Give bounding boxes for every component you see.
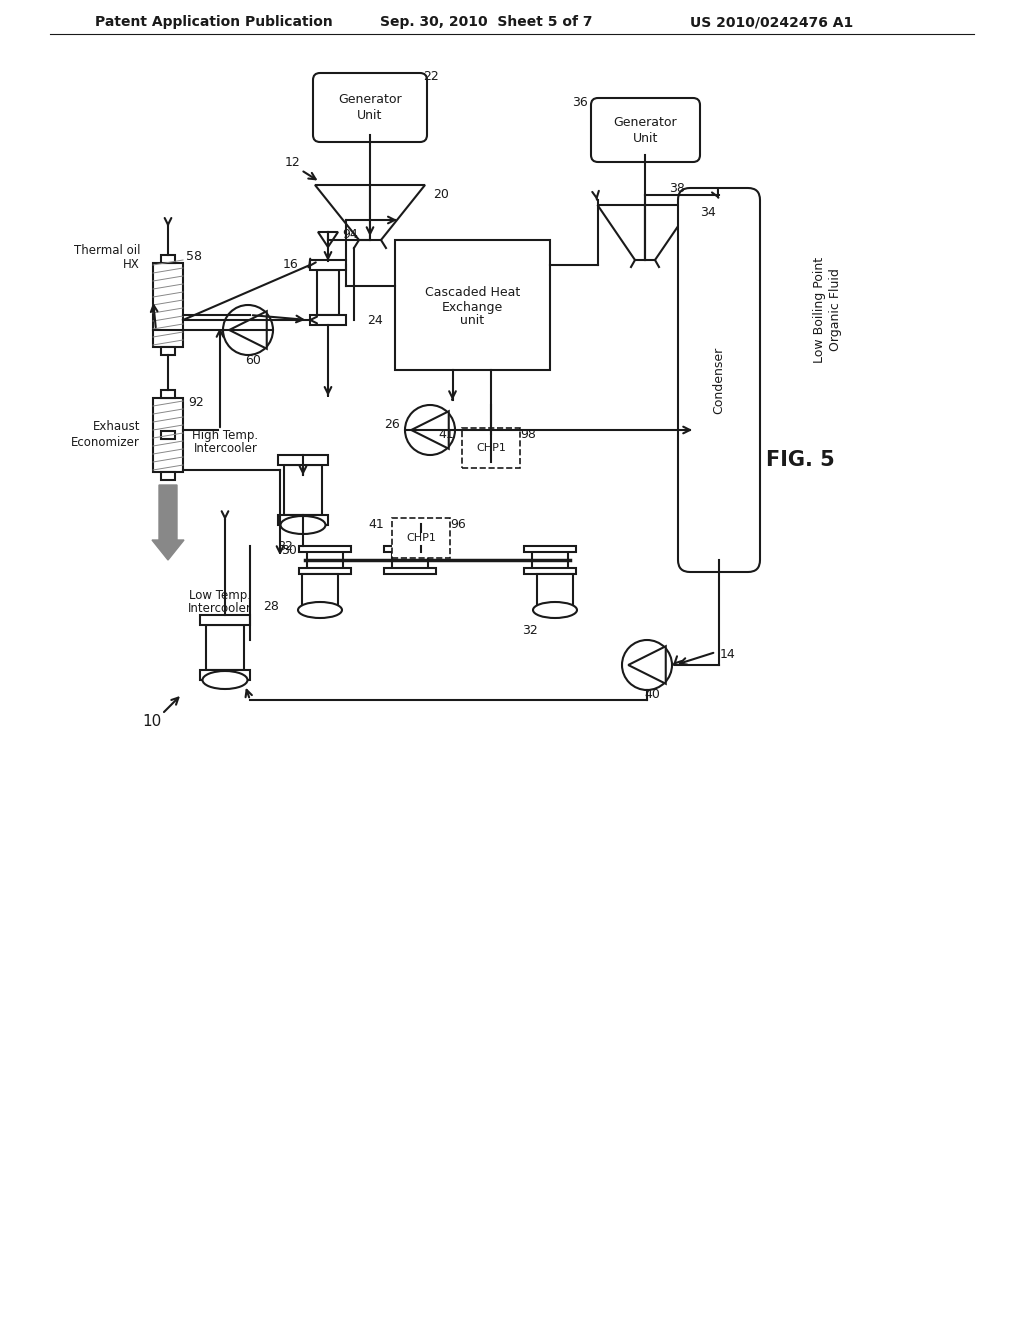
- Bar: [468, 434, 514, 462]
- Text: Generator: Generator: [338, 92, 401, 106]
- Text: Organic Fluid: Organic Fluid: [828, 268, 842, 351]
- Text: FIG. 5: FIG. 5: [766, 450, 835, 470]
- Text: Intercooler: Intercooler: [188, 602, 252, 615]
- Text: 40: 40: [644, 689, 659, 701]
- Polygon shape: [597, 205, 645, 260]
- Bar: [161, 473, 175, 480]
- Text: 98: 98: [520, 428, 536, 441]
- Text: US 2010/0242476 A1: US 2010/0242476 A1: [690, 15, 853, 29]
- Circle shape: [622, 640, 672, 690]
- Bar: [310, 315, 346, 325]
- Text: 20: 20: [433, 189, 449, 202]
- Bar: [161, 347, 175, 355]
- Text: Economizer: Economizer: [71, 437, 140, 450]
- Bar: [278, 455, 328, 465]
- Bar: [302, 574, 338, 610]
- FancyBboxPatch shape: [678, 187, 760, 572]
- Bar: [537, 574, 573, 610]
- Bar: [161, 389, 175, 399]
- Circle shape: [406, 405, 455, 455]
- Bar: [161, 255, 175, 263]
- Text: High Temp.: High Temp.: [191, 429, 258, 441]
- FancyArrow shape: [152, 484, 184, 560]
- Bar: [206, 624, 244, 671]
- Bar: [524, 568, 575, 574]
- Polygon shape: [370, 185, 425, 240]
- Bar: [299, 546, 351, 552]
- Bar: [307, 550, 343, 570]
- Text: 14: 14: [720, 648, 736, 661]
- Bar: [284, 465, 322, 515]
- Polygon shape: [229, 312, 266, 348]
- Text: 16: 16: [283, 259, 298, 272]
- Text: Low Temp.: Low Temp.: [189, 589, 251, 602]
- Text: 60: 60: [245, 354, 261, 367]
- Text: Condenser: Condenser: [713, 346, 725, 413]
- Bar: [200, 615, 250, 624]
- FancyBboxPatch shape: [591, 98, 700, 162]
- Text: CHP1: CHP1: [407, 533, 436, 543]
- Polygon shape: [629, 647, 666, 684]
- Ellipse shape: [534, 602, 577, 618]
- Text: CHP1: CHP1: [476, 444, 506, 453]
- Text: Thermal oil: Thermal oil: [74, 243, 140, 256]
- Circle shape: [223, 305, 273, 355]
- Polygon shape: [412, 412, 449, 449]
- Text: 12: 12: [285, 157, 301, 169]
- Bar: [200, 671, 250, 680]
- Bar: [532, 550, 568, 570]
- Text: Generator: Generator: [613, 116, 677, 128]
- FancyBboxPatch shape: [313, 73, 427, 143]
- Text: Low Boiling Point: Low Boiling Point: [813, 257, 826, 363]
- Text: 22: 22: [423, 70, 438, 83]
- Bar: [524, 546, 575, 552]
- Bar: [384, 546, 436, 552]
- Text: 82: 82: [278, 540, 293, 553]
- Bar: [395, 240, 550, 370]
- Text: 96: 96: [450, 517, 466, 531]
- Text: 32: 32: [522, 623, 538, 636]
- Text: Unit: Unit: [633, 132, 658, 144]
- Ellipse shape: [281, 516, 326, 535]
- Ellipse shape: [298, 602, 342, 618]
- Bar: [398, 524, 444, 552]
- Text: Intercooler: Intercooler: [195, 441, 258, 454]
- Text: 28: 28: [263, 601, 279, 614]
- Bar: [384, 568, 436, 574]
- Bar: [317, 271, 339, 315]
- Polygon shape: [645, 205, 692, 260]
- Text: 36: 36: [572, 95, 588, 108]
- Text: 41: 41: [369, 517, 384, 531]
- Text: 38: 38: [669, 181, 685, 194]
- Text: Unit: Unit: [357, 110, 383, 121]
- Text: 41: 41: [438, 428, 454, 441]
- Text: Exhaust: Exhaust: [92, 421, 140, 433]
- Text: 10: 10: [142, 714, 162, 730]
- Text: HX: HX: [123, 257, 140, 271]
- Text: Patent Application Publication: Patent Application Publication: [95, 15, 333, 29]
- Bar: [161, 432, 175, 440]
- Text: 34: 34: [700, 206, 716, 219]
- Polygon shape: [315, 185, 370, 240]
- Bar: [278, 515, 328, 525]
- Text: 58: 58: [186, 251, 202, 264]
- Bar: [462, 428, 520, 469]
- Text: Exchange: Exchange: [442, 301, 503, 314]
- Bar: [392, 550, 428, 570]
- Ellipse shape: [203, 671, 248, 689]
- Polygon shape: [318, 232, 338, 247]
- Text: 30: 30: [282, 544, 297, 557]
- Bar: [299, 568, 351, 574]
- Text: 92: 92: [188, 396, 204, 408]
- Text: 24: 24: [368, 314, 383, 326]
- Text: unit: unit: [461, 314, 484, 327]
- Text: Sep. 30, 2010  Sheet 5 of 7: Sep. 30, 2010 Sheet 5 of 7: [380, 15, 593, 29]
- Text: Cascaded Heat: Cascaded Heat: [425, 286, 520, 300]
- Bar: [392, 517, 450, 558]
- Bar: [153, 399, 183, 473]
- Bar: [310, 260, 346, 271]
- Text: 26: 26: [384, 418, 400, 432]
- Bar: [153, 263, 183, 347]
- Text: 94: 94: [342, 227, 357, 240]
